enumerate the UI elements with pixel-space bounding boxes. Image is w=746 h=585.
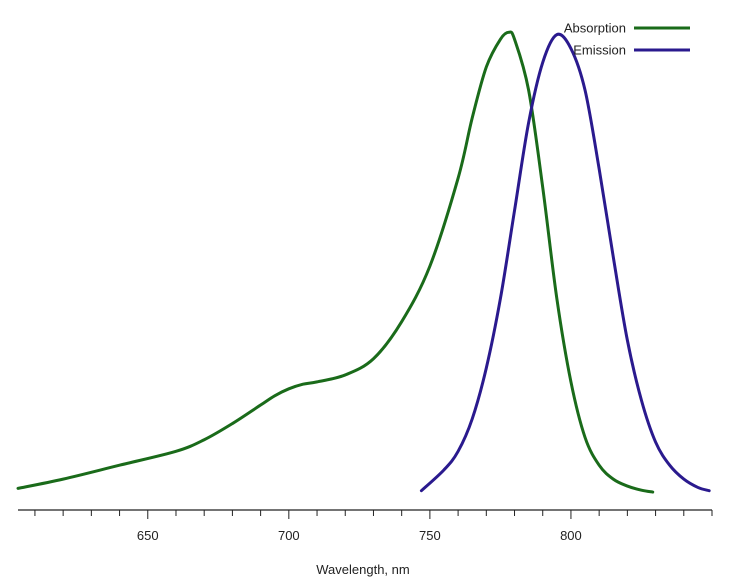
x-axis: 650 700 750 800 bbox=[18, 509, 713, 543]
series-line-absorption bbox=[16, 30, 655, 494]
x-tick-label: 650 bbox=[137, 528, 159, 543]
x-tick-label: 750 bbox=[419, 528, 441, 543]
series-layer bbox=[16, 30, 711, 494]
x-axis-tick-labels: 650 700 750 800 bbox=[137, 528, 582, 543]
legend-label-emission: Emission bbox=[573, 43, 626, 58]
series-line-emission bbox=[419, 32, 711, 493]
x-tick-label: 800 bbox=[560, 528, 582, 543]
legend: Absorption Emission bbox=[564, 21, 690, 58]
x-tick-label: 700 bbox=[278, 528, 300, 543]
x-axis-ticks bbox=[34, 510, 713, 519]
x-axis-label: Wavelength, nm bbox=[316, 562, 409, 577]
legend-label-absorption: Absorption bbox=[564, 21, 626, 36]
